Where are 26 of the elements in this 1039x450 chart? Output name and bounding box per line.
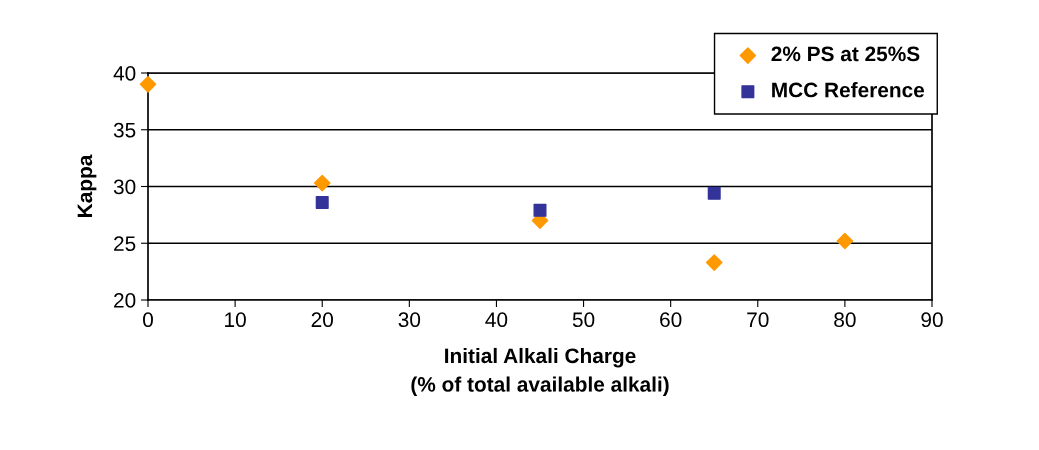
point [533, 203, 547, 217]
x-tick-label: 80 [834, 312, 856, 328]
point [707, 186, 721, 200]
y-tick-label: 35 [113, 122, 136, 138]
point [315, 195, 329, 209]
legend-label: 2% PS at 25%S [771, 46, 920, 62]
point [313, 174, 331, 192]
x-tick-label: 0 [143, 312, 153, 328]
legend-label: MCC Reference [772, 82, 925, 98]
x-tick-label: 50 [572, 312, 595, 328]
x-axis-title: Initial Alkali Charge (% of total available alkali) [411, 347, 669, 396]
x-tick-label: 20 [311, 312, 333, 328]
y-axis-title: Kappa [77, 154, 97, 217]
y-tick-label: 25 [114, 236, 136, 251]
x-tick-label: 90 [921, 312, 943, 328]
point [836, 232, 854, 250]
y-tick-label: 40 [113, 66, 136, 81]
x-tick-label: 60 [660, 312, 682, 328]
y-tick-label: 20 [114, 293, 136, 308]
x-tick-label: 40 [485, 312, 508, 328]
point [139, 76, 157, 93]
x-tick-label: 10 [225, 312, 246, 328]
x-tick-label: 70 [747, 312, 769, 328]
point [705, 254, 723, 271]
y-tick-label: 30 [113, 179, 136, 195]
x-tick-label: 30 [398, 312, 421, 328]
